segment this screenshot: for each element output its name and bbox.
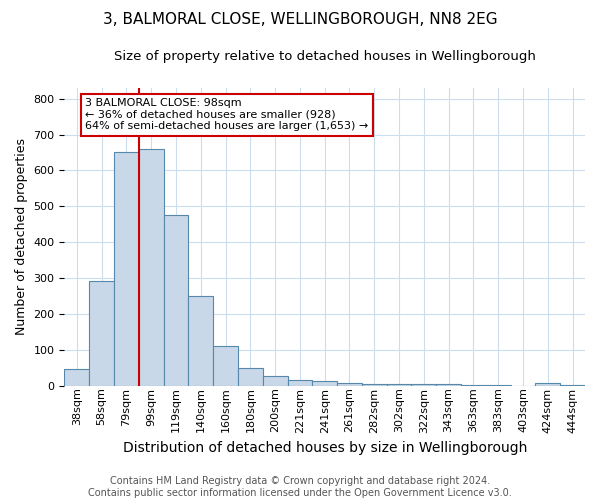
Bar: [114, 152, 139, 386]
Bar: [313, 381, 337, 386]
Bar: [436, 384, 461, 386]
Bar: [486, 385, 511, 386]
Title: Size of property relative to detached houses in Wellingborough: Size of property relative to detached ho…: [114, 50, 536, 63]
Text: 3 BALMORAL CLOSE: 98sqm
← 36% of detached houses are smaller (928)
64% of semi-d: 3 BALMORAL CLOSE: 98sqm ← 36% of detache…: [85, 98, 368, 132]
Bar: [238, 368, 263, 386]
Bar: [64, 370, 89, 386]
Text: 3, BALMORAL CLOSE, WELLINGBOROUGH, NN8 2EG: 3, BALMORAL CLOSE, WELLINGBOROUGH, NN8 2…: [103, 12, 497, 28]
Bar: [412, 384, 436, 386]
Bar: [89, 281, 114, 386]
Bar: [263, 376, 287, 386]
Bar: [287, 380, 313, 386]
Bar: [213, 346, 238, 386]
Bar: [188, 296, 213, 386]
Bar: [362, 384, 386, 386]
Bar: [386, 384, 412, 386]
Bar: [560, 385, 585, 386]
Bar: [461, 384, 486, 386]
Text: Contains HM Land Registry data © Crown copyright and database right 2024.
Contai: Contains HM Land Registry data © Crown c…: [88, 476, 512, 498]
Y-axis label: Number of detached properties: Number of detached properties: [15, 138, 28, 336]
Bar: [535, 383, 560, 386]
X-axis label: Distribution of detached houses by size in Wellingborough: Distribution of detached houses by size …: [122, 441, 527, 455]
Bar: [164, 216, 188, 386]
Bar: [139, 149, 164, 386]
Bar: [337, 384, 362, 386]
